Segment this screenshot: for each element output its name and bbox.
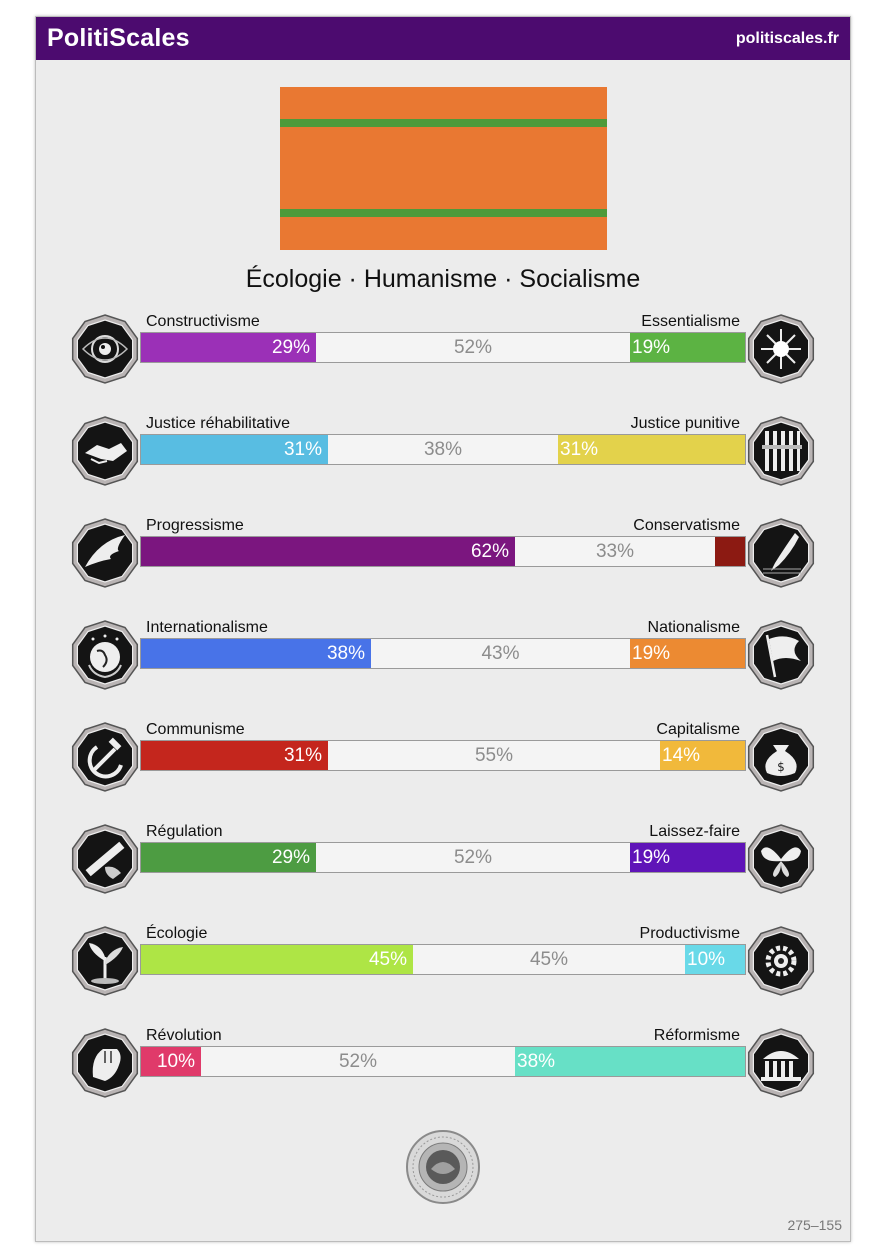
- axis-left-percent: 62%: [470, 541, 509, 562]
- axis-bar: 10% 52% 38%: [140, 1046, 746, 1077]
- axis-right-label: Capitalisme: [656, 721, 740, 738]
- axis-row: Révolution Réformisme 10% 52% 38%: [36, 1027, 850, 1107]
- axis-right-segment: [630, 639, 745, 668]
- handshake-icon: [71, 416, 139, 486]
- axis-neutral-percent: 55%: [474, 745, 514, 766]
- axis-neutral-percent: 43%: [481, 643, 520, 664]
- hammer-sickle-icon: [71, 722, 139, 792]
- axis-row: Régulation Laissez-faire 29% 52% 19%: [36, 823, 850, 903]
- axis-neutral-percent: 52%: [453, 847, 493, 868]
- axis-bar: 38% 43% 19%: [140, 638, 746, 669]
- flag-stripe-top: [280, 119, 607, 127]
- axis-left-segment: [141, 1047, 201, 1076]
- axis-left-percent: 31%: [283, 745, 322, 766]
- axis-right-percent: 10%: [687, 949, 726, 970]
- axis-left-segment: [141, 333, 316, 362]
- axis-left-percent: 29%: [271, 847, 310, 868]
- flag-stripe-bottom: [280, 209, 607, 217]
- axis-row: Justice réhabilitative Justice punitive 31…: [36, 415, 850, 495]
- result-card: PolitiScales politiscales.fr Écologie · …: [35, 16, 851, 1242]
- axis-right-percent: 31%: [560, 439, 599, 460]
- eye-icon: [71, 314, 139, 384]
- dna-flower-icon: [747, 314, 815, 384]
- axis-left-label: Révolution: [146, 1027, 222, 1044]
- wing-icon: [71, 518, 139, 588]
- axis-left-label: Constructivisme: [146, 313, 260, 330]
- axis-neutral-percent: 52%: [338, 1051, 378, 1072]
- ruler-hand-icon: [71, 824, 139, 894]
- axis-neutral-percent: 45%: [529, 949, 569, 970]
- axis-right-label: Réformisme: [653, 1027, 740, 1044]
- axis-right-segment: [515, 1047, 745, 1076]
- axis-row: Écologie Productivisme 45% 45% 10%: [36, 925, 850, 1005]
- axis-left-label: Progressisme: [146, 517, 244, 534]
- svg-text:$: $: [777, 760, 785, 774]
- fist-icon: [71, 1028, 139, 1098]
- seal-icon: [406, 1130, 480, 1204]
- axis-right-percent: 19%: [632, 643, 671, 664]
- plant-icon: [71, 926, 139, 996]
- axis-left-percent: 29%: [271, 337, 310, 358]
- axis-bar: 29% 52% 19%: [140, 842, 746, 873]
- axis-left-percent: 45%: [368, 949, 407, 970]
- axis-left-segment: [141, 843, 316, 872]
- axis-right-label: Justice punitive: [630, 415, 740, 432]
- axis-row: Internationalisme Nationalisme 38% 43% 19%: [36, 619, 850, 699]
- axis-right-label: Nationalisme: [647, 619, 740, 636]
- axis-left-segment: [141, 639, 371, 668]
- axis-right-label: Essentialisme: [641, 313, 740, 330]
- axis-left-segment: [141, 435, 328, 464]
- axis-right-percent: [715, 537, 745, 566]
- axis-row: Communisme Capitalisme 31% 55% 14% $: [36, 721, 850, 801]
- axis-bar: 29% 52% 19%: [140, 332, 746, 363]
- prison-bars-icon: [747, 416, 815, 486]
- axis-left-segment: [141, 741, 328, 770]
- axis-bar: 31% 55% 14%: [140, 740, 746, 771]
- money-bag-icon: $: [747, 722, 815, 792]
- axis-left-label: Internationalisme: [146, 619, 268, 636]
- axis-left-percent: 31%: [283, 439, 322, 460]
- axis-left-label: Écologie: [146, 925, 208, 942]
- axis-bar: 45% 45% 10%: [140, 944, 746, 975]
- axis-right-segment: [558, 435, 745, 464]
- axis-right-percent: 19%: [632, 847, 671, 868]
- axis-neutral-percent: 38%: [423, 439, 463, 460]
- axis-right-segment: [630, 333, 745, 362]
- axis-right-segment: [715, 537, 745, 566]
- site-link[interactable]: politiscales.fr: [735, 30, 839, 47]
- axis-left-label: Communisme: [146, 721, 245, 738]
- axis-left-segment: [141, 537, 515, 566]
- axis-row: Constructivisme Essentialisme 29% 52% 19%: [36, 313, 850, 393]
- axis-right-segment: [660, 741, 745, 770]
- axis-left-segment: [141, 945, 413, 974]
- gear-icon: [747, 926, 815, 996]
- axis-right-label: Conservatisme: [633, 517, 740, 534]
- axis-left-percent: 38%: [326, 643, 365, 664]
- brand-title[interactable]: PolitiScales: [47, 24, 190, 52]
- axis-neutral-percent: 33%: [595, 541, 635, 562]
- axis-left-label: Régulation: [146, 823, 223, 840]
- result-code: 275–155: [787, 1217, 842, 1233]
- axis-right-label: Laissez-faire: [649, 823, 740, 840]
- axis-row: Progressisme Conservatisme 62% 33%: [36, 517, 850, 597]
- axis-right-percent: 14%: [662, 745, 701, 766]
- globe-icon: [71, 620, 139, 690]
- ideology-flag: [280, 87, 607, 250]
- axis-neutral-percent: 52%: [453, 337, 493, 358]
- axis-left-percent: 10%: [156, 1051, 195, 1072]
- axis-left-label: Justice réhabilitative: [146, 415, 291, 432]
- parliament-icon: [747, 1028, 815, 1098]
- axis-right-segment: [685, 945, 745, 974]
- flag-icon: [747, 620, 815, 690]
- quill-pen-icon: [747, 518, 815, 588]
- axis-right-percent: 19%: [632, 337, 671, 358]
- axis-right-percent: 38%: [517, 1051, 556, 1072]
- axis-right-segment: [630, 843, 745, 872]
- slogan: Écologie · Humanisme · Socialisme: [245, 265, 641, 293]
- axis-right-label: Productivisme: [639, 925, 740, 942]
- header-bar: PolitiScales politiscales.fr: [36, 17, 850, 60]
- axis-bar: 62% 33%: [140, 536, 746, 567]
- axis-bar: 31% 38% 31%: [140, 434, 746, 465]
- butterfly-icon: [747, 824, 815, 894]
